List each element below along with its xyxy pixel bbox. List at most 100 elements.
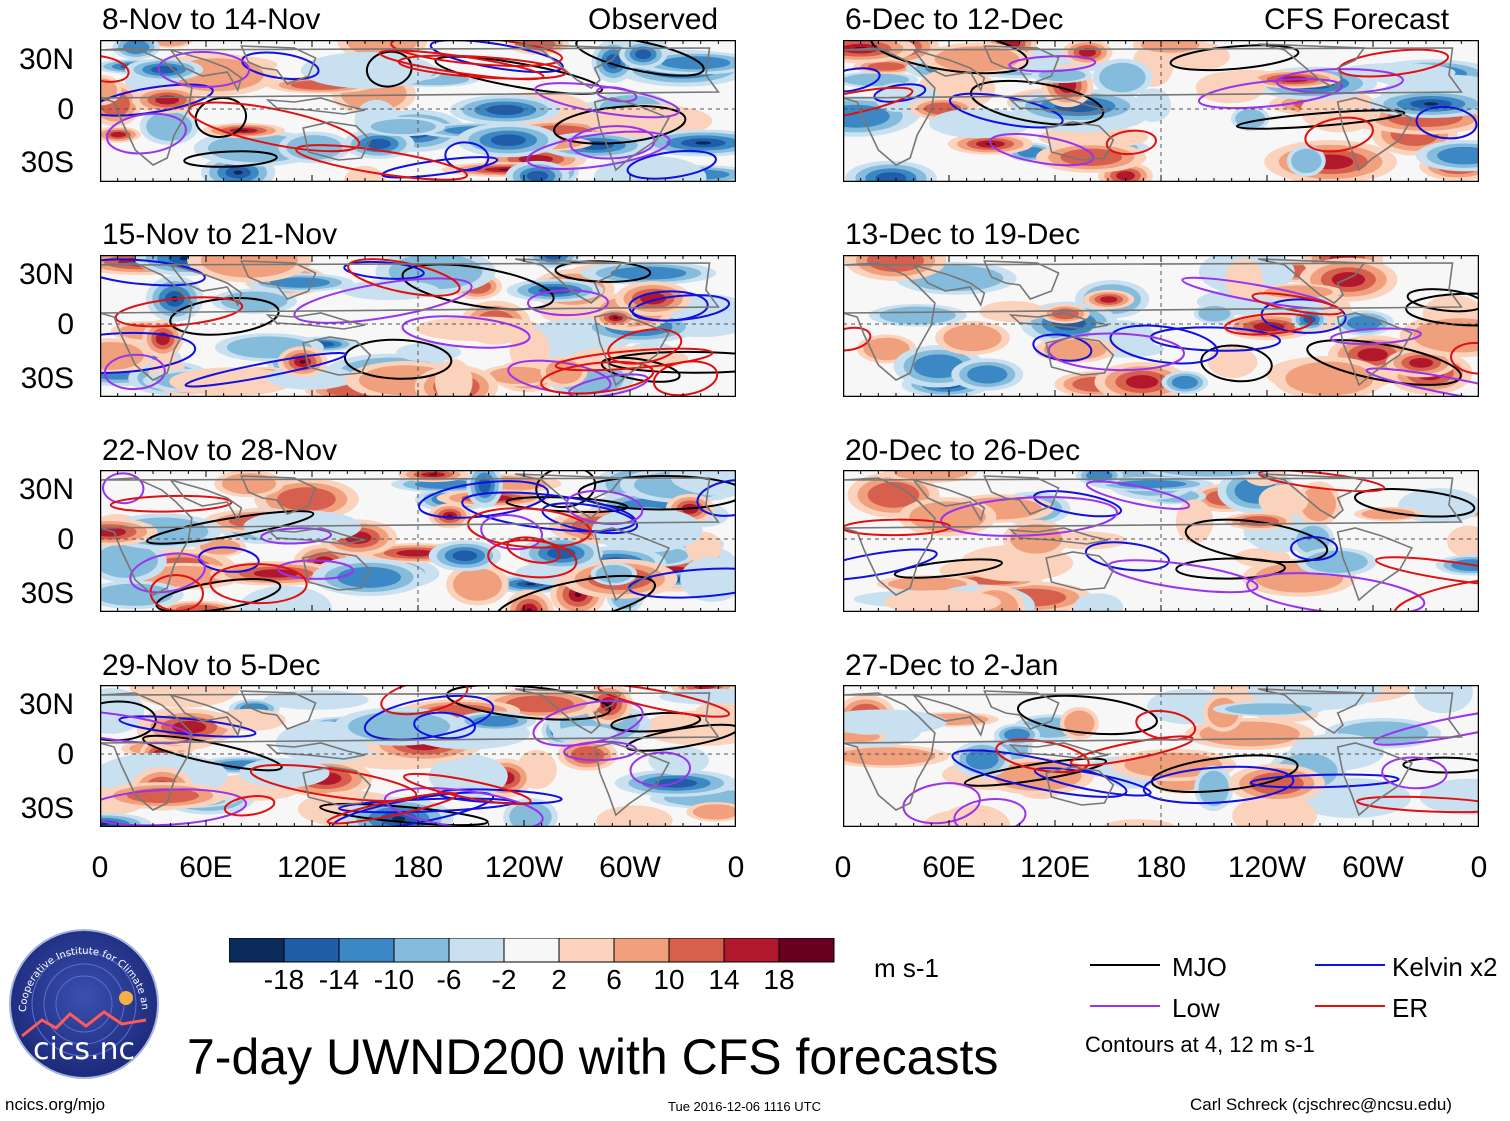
anomaly-shade (1198, 305, 1231, 322)
anomaly-shade (1419, 778, 1479, 815)
er-contour (1375, 556, 1479, 588)
coastline (1336, 97, 1414, 172)
coastline (1257, 473, 1366, 519)
anomaly-shade (843, 747, 936, 766)
anomaly-shade (1235, 109, 1266, 129)
er-contour (597, 685, 731, 718)
anomaly-shade (1125, 375, 1159, 389)
anomaly-shade (843, 709, 947, 735)
colorbar-swatch (283, 938, 340, 963)
colorbar-swatch (338, 938, 395, 963)
coastline (593, 742, 671, 817)
kelvin-contour (363, 694, 495, 741)
map-panel-obs-1 (100, 40, 736, 182)
observed-label: Observed (588, 3, 719, 36)
footer-url[interactable]: ncics.org/mjo (5, 1095, 106, 1114)
map-panel-obs-3 (100, 470, 736, 612)
panel-title-2: 15-Nov to 21-Nov (102, 218, 338, 251)
anomaly-shade (843, 104, 890, 128)
low-contour (989, 133, 1095, 167)
anomaly-shade (152, 40, 188, 47)
colorbar-swatch (778, 938, 835, 963)
anomaly-shade (428, 473, 438, 476)
anomaly-shade (1305, 550, 1368, 574)
anomaly-shade (1331, 272, 1366, 288)
coastline (1045, 551, 1115, 591)
anomaly-shade (392, 816, 406, 822)
low-contour (526, 130, 671, 170)
legend-er-label: ER (1392, 993, 1429, 1023)
low-contour (1373, 706, 1479, 746)
kelvin-contour (118, 715, 257, 738)
coastline (240, 475, 317, 515)
anomaly-shade (887, 577, 967, 591)
coastline (168, 478, 243, 522)
colorbar-swatch (393, 938, 450, 963)
coastline (1336, 742, 1414, 817)
colorbar-tick-label: 18 (763, 964, 795, 995)
lon-label-left-120w: 120W (484, 851, 564, 884)
er-contour (554, 347, 714, 372)
footer-author: Carl Schreck (cjschrec@ncsu.edu) (1190, 1095, 1452, 1114)
er-contour (397, 54, 567, 80)
anomaly-shade (337, 566, 401, 588)
kelvin-contour (1249, 773, 1400, 789)
er-contour (1251, 292, 1344, 316)
coastline (302, 551, 372, 591)
kelvin-contour (843, 548, 938, 582)
anomaly-shade (1171, 375, 1198, 389)
lat-label-30n: 30N (18, 688, 74, 721)
anomaly-shade (867, 62, 906, 71)
coastline (911, 48, 986, 92)
kelvin-contour (1290, 536, 1339, 561)
panel-title-4: 29-Nov to 5-Dec (102, 649, 321, 682)
mjo-contour (1235, 109, 1406, 130)
mjo-contour (1016, 694, 1158, 736)
map-panel-fcst-1 (843, 40, 1479, 182)
anomaly-shade (863, 337, 910, 361)
anomaly-shade (867, 482, 920, 508)
anomaly-shade (110, 131, 126, 138)
coastline (302, 336, 372, 376)
lon-label-right-60w: 60W (1342, 851, 1404, 884)
anomaly-shade (867, 255, 924, 272)
lat-label-30n: 30N (18, 258, 74, 291)
mjo-contour (183, 150, 278, 168)
coastline (1257, 43, 1366, 89)
colorbar (229, 938, 835, 963)
coastline (168, 48, 243, 92)
low-contour (106, 112, 187, 155)
colorbar-tick-label: -10 (373, 964, 415, 995)
coastline (168, 693, 243, 737)
anomaly-shade (613, 316, 619, 319)
coastline (983, 260, 1060, 300)
er-contour (506, 536, 562, 564)
colorbar-tick-label: 6 (606, 964, 622, 995)
mjo-contour (1169, 44, 1300, 72)
anomaly-shade (695, 702, 736, 718)
footer-timestamp: Tue 2016-12-06 1116 UTC (668, 1099, 821, 1114)
panel-title-5: 6-Dec to 12-Dec (845, 3, 1064, 36)
anomaly-shade (100, 687, 145, 734)
map-panel-obs-2 (100, 255, 736, 397)
anomaly-shade (452, 550, 478, 562)
lon-label-left-60w: 60W (599, 851, 661, 884)
coastline (1257, 258, 1366, 304)
mjo-contour (870, 40, 1029, 75)
anomaly-shade (591, 507, 703, 553)
anomaly-shade (277, 487, 336, 512)
low-contour (1197, 78, 1343, 110)
er-contour (540, 360, 655, 395)
coastline (100, 477, 720, 596)
mjo-contour (554, 260, 652, 283)
low-contour (401, 315, 531, 349)
anomaly-shade (1414, 685, 1473, 714)
colorbar-tick-label: 10 (653, 964, 685, 995)
kelvin-contour (343, 260, 425, 280)
low-contour (293, 277, 473, 324)
low-contour (1330, 327, 1422, 345)
er-contour (607, 328, 683, 365)
mjo-contour (494, 574, 657, 612)
kelvin-contour (626, 149, 717, 180)
lat-label-30n: 30N (18, 473, 74, 506)
